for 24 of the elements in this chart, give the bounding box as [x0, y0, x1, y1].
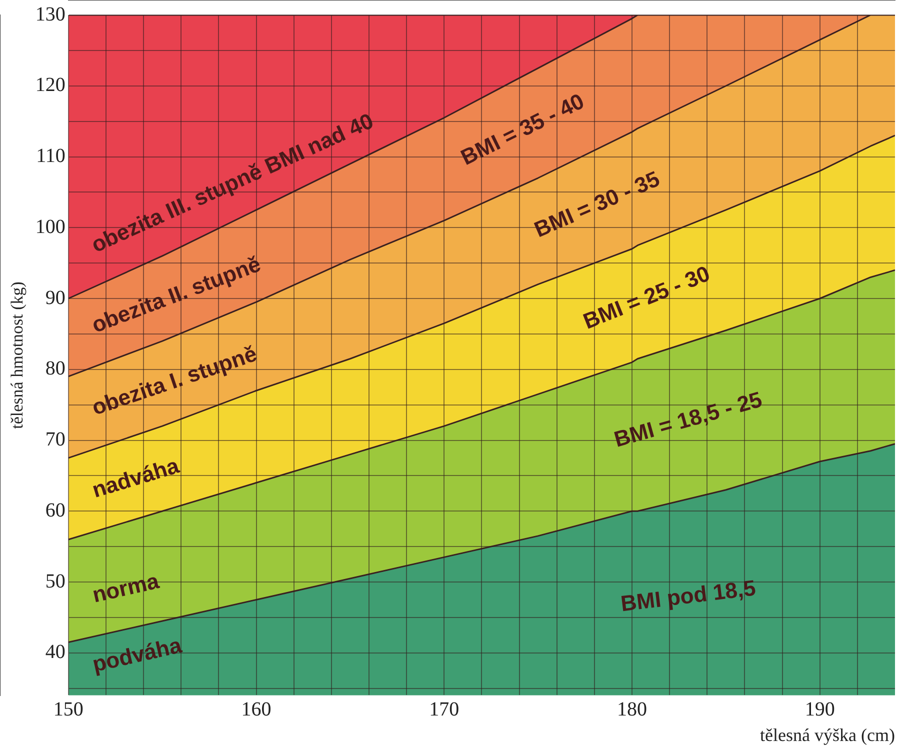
y-tick-label: 90: [45, 286, 66, 309]
x-tick-label: 170: [429, 698, 460, 721]
x-tick-label: 180: [616, 698, 647, 721]
y-tick-label: 130: [35, 3, 66, 26]
annotation: BMI = 25 - 30: [580, 260, 714, 334]
y-tick-label: 80: [45, 358, 66, 380]
annotation: BMI pod 18,5: [619, 575, 757, 616]
y-tick-label: 40: [45, 641, 66, 664]
y-axis-title: tělesná hmotnost (kg): [8, 282, 27, 429]
series-label: podváha: [90, 632, 185, 677]
y-tick-label: 100: [35, 216, 66, 238]
x-tick-label: 190: [804, 698, 835, 721]
x-tick-label: 160: [241, 698, 272, 721]
y-tick-label: 60: [45, 499, 66, 522]
y-tick-label: 120: [35, 74, 66, 96]
series-label: norma: [90, 568, 162, 608]
y-tick-label: 50: [45, 570, 66, 592]
x-tick-label: 150: [53, 698, 84, 721]
x-axis-title: tělesná výška (cm): [760, 724, 895, 745]
series-label: nadváha: [89, 452, 183, 503]
y-tick-label: 70: [45, 428, 66, 450]
series-label: obezita I. stupně: [88, 340, 260, 420]
annotation: BMI = 18,5 - 25: [611, 386, 765, 452]
y-tick-label: 110: [36, 145, 66, 167]
